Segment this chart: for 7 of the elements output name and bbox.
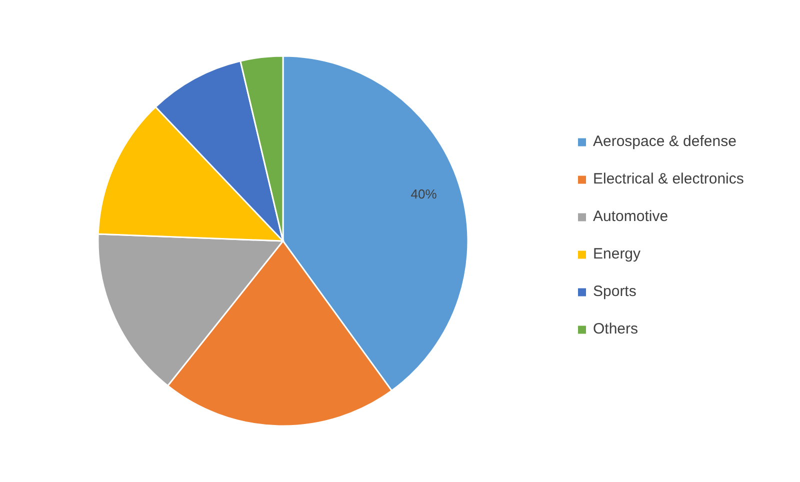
legend-label: Sports <box>593 283 636 300</box>
legend-label: Energy <box>593 246 642 263</box>
legend-label: Electrical & electronics <box>593 170 744 188</box>
legend-label: Automotive <box>593 208 668 226</box>
legend-label: Others <box>593 320 638 338</box>
legend-label: Aerospace & defense <box>593 133 736 150</box>
data-label: 40% <box>410 186 438 202</box>
